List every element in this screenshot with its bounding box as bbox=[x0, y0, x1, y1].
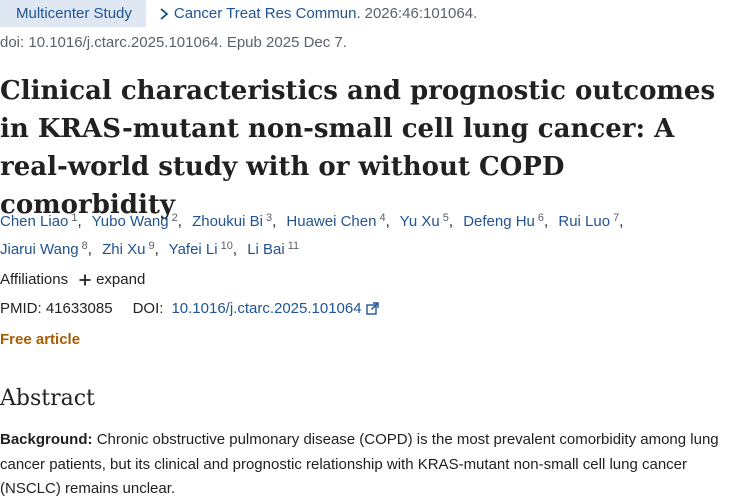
background-label: Background: bbox=[0, 431, 93, 448]
abstract-heading: Abstract bbox=[0, 386, 95, 411]
author-link[interactable]: Huawei Chen bbox=[286, 213, 377, 230]
author-affiliation-number[interactable]: 11 bbox=[287, 240, 300, 252]
author-separator: , bbox=[177, 213, 182, 230]
author-item: Huawei Chen 4 bbox=[286, 212, 386, 230]
author-item: Yu Xu 5 bbox=[399, 212, 449, 230]
author-affiliation-number[interactable]: 8 bbox=[81, 240, 88, 252]
author-link[interactable]: Yu Xu bbox=[399, 213, 440, 230]
author-affiliation-number[interactable]: 9 bbox=[148, 240, 155, 252]
background-text: Chronic obstructive pulmonary disease (C… bbox=[0, 431, 719, 497]
pmid-value: 41633085 bbox=[45, 300, 113, 317]
author-separator: , bbox=[385, 213, 390, 230]
author-link[interactable]: Rui Luo bbox=[558, 213, 611, 230]
author-separator: , bbox=[448, 213, 454, 230]
affiliations-expand-button[interactable]: expand bbox=[68, 271, 145, 288]
article-title: Clinical characteristics and prognostic … bbox=[0, 76, 716, 220]
author-link[interactable]: Chen Liao bbox=[0, 213, 69, 230]
author-separator: , bbox=[77, 213, 82, 230]
author-item: Li Bai 11 bbox=[247, 240, 300, 258]
author-affiliation-number[interactable]: 1 bbox=[71, 212, 78, 224]
author-separator: , bbox=[232, 241, 238, 258]
author-link[interactable]: Yafei Li bbox=[168, 241, 218, 258]
author-item: Rui Luo 7 bbox=[558, 212, 620, 230]
author-item: Yubo Wang 2 bbox=[91, 212, 178, 230]
author-item: Defeng Hu 6 bbox=[463, 212, 545, 230]
publication-type-badge[interactable]: Multicenter Study bbox=[0, 0, 146, 27]
pmid-label: PMID: bbox=[0, 300, 42, 317]
author-link[interactable]: Zhi Xu bbox=[102, 241, 146, 258]
doi-epub-line: doi: 10.1016/j.ctarc.2025.101064. Epub 2… bbox=[0, 34, 347, 51]
author-separator: , bbox=[544, 213, 549, 230]
authors-list: Chen Liao 1, Yubo Wang 2, Zhoukui Bi 3, Hua… bbox=[0, 206, 745, 262]
affiliations-row: Affiliations expand bbox=[0, 271, 145, 288]
author-item: Zhi Xu 9 bbox=[102, 240, 155, 258]
author-affiliation-number[interactable]: 4 bbox=[379, 212, 386, 224]
article-source-line: Multicenter Study Cancer Treat Res Commu… bbox=[0, 0, 477, 27]
author-link[interactable]: Li Bai bbox=[247, 241, 285, 258]
author-affiliation-number[interactable]: 10 bbox=[220, 240, 233, 252]
doi-label: DOI: bbox=[132, 300, 164, 317]
journal-name: Cancer Treat Res Commun. bbox=[173, 5, 361, 22]
author-affiliation-number[interactable]: 6 bbox=[537, 212, 545, 224]
doi-link[interactable]: 10.1016/j.ctarc.2025.101064 bbox=[171, 300, 362, 317]
external-link-icon[interactable] bbox=[365, 302, 379, 315]
author-separator: , bbox=[619, 213, 624, 230]
free-article-label[interactable]: Free article bbox=[0, 331, 81, 348]
plus-icon bbox=[79, 274, 91, 285]
author-link[interactable]: Defeng Hu bbox=[463, 213, 535, 230]
author-link[interactable]: Yubo Wang bbox=[91, 213, 169, 230]
journal-link[interactable]: Cancer Treat Res Commun. bbox=[158, 5, 361, 22]
author-separator: , bbox=[154, 241, 159, 258]
author-separator: , bbox=[272, 213, 277, 230]
author-item: Jiarui Wang 8 bbox=[0, 240, 88, 258]
author-affiliation-number[interactable]: 7 bbox=[613, 212, 620, 224]
affiliations-label: Affiliations bbox=[0, 271, 69, 288]
expand-label: expand bbox=[96, 271, 146, 288]
identifiers-row: PMID: 41633085 DOI: 10.1016/j.ctarc.2025… bbox=[0, 300, 379, 317]
author-affiliation-number[interactable]: 5 bbox=[442, 212, 449, 224]
author-affiliation-number[interactable]: 3 bbox=[265, 212, 273, 224]
author-separator: , bbox=[87, 241, 92, 258]
author-link[interactable]: Zhoukui Bi bbox=[192, 213, 263, 230]
chevron-right-icon bbox=[160, 7, 169, 20]
author-item: Yafei Li 10 bbox=[168, 240, 233, 258]
abstract-background-paragraph: Background: Chronic obstructive pulmonar… bbox=[0, 428, 745, 500]
author-item: Zhoukui Bi 3 bbox=[192, 212, 273, 230]
author-link[interactable]: Jiarui Wang bbox=[0, 241, 79, 258]
author-item: Chen Liao 1 bbox=[0, 212, 78, 230]
author-affiliation-number[interactable]: 2 bbox=[171, 212, 178, 224]
citation-info: 2026:46:101064. bbox=[364, 5, 478, 22]
